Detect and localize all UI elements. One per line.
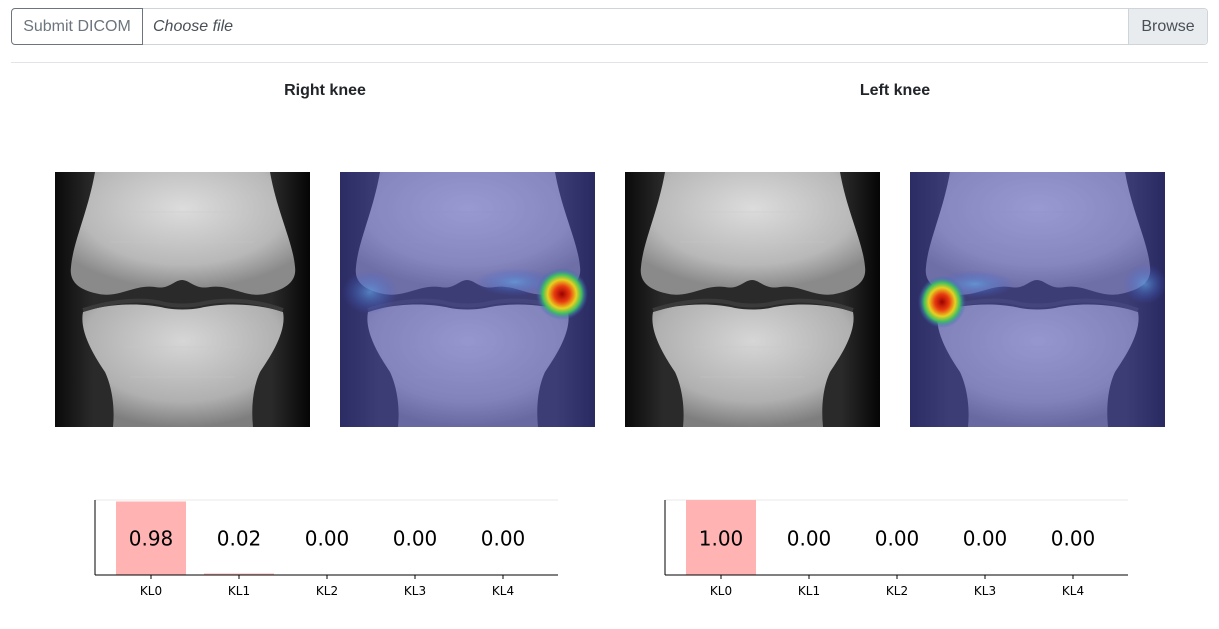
bar-value-label: 0.00	[875, 527, 920, 551]
bar-value-label: 0.00	[963, 527, 1008, 551]
dicom-upload-group: Submit DICOM Choose file Browse	[11, 8, 1208, 46]
file-input[interactable]: Choose file Browse	[143, 8, 1208, 45]
right-knee-kl-chart: 0.98 KL0 0.02 KL1 0.00 KL2 0.00 KL3 0.00 KL4	[85, 496, 565, 611]
file-input-placeholder: Choose file	[153, 17, 234, 35]
right-knee-kl-chart-svg: 0.98 KL0 0.02 KL1 0.00 KL2 0.00 KL3 0.00 KL4	[94, 499, 558, 598]
x-tick-label: KL2	[316, 584, 338, 598]
x-tick-label: KL3	[974, 584, 996, 598]
bar-value-label: 1.00	[699, 527, 744, 551]
bar-value-label: 0.00	[305, 527, 350, 551]
bar-kl1	[204, 573, 274, 575]
x-tick-label: KL0	[140, 584, 162, 598]
left-knee-title: Left knee	[859, 82, 931, 99]
x-tick-label: KL1	[798, 584, 820, 598]
browse-button[interactable]: Browse	[1128, 9, 1207, 44]
left-knee-heatmap-image	[910, 172, 1165, 427]
right-knee-xray-image	[55, 172, 310, 427]
left-knee-xray-image	[625, 172, 880, 427]
right-knee-heatmap-image	[340, 172, 595, 427]
submit-dicom-button[interactable]: Submit DICOM	[11, 8, 143, 45]
x-tick-label: KL4	[492, 584, 514, 598]
x-tick-label: KL1	[228, 584, 250, 598]
bar-value-label: 0.98	[129, 527, 174, 551]
left-knee-kl-chart: 1.00 KL0 0.00 KL1 0.00 KL2 0.00 KL3 0.00 KL4	[655, 496, 1135, 611]
bar-value-label: 0.00	[393, 527, 438, 551]
bar-kl0	[686, 500, 756, 575]
bar-kl0	[116, 501, 186, 575]
left-knee-kl-chart-svg: 1.00 KL0 0.00 KL1 0.00 KL2 0.00 KL3 0.00 KL4	[664, 499, 1128, 598]
bar-value-label: 0.00	[481, 527, 526, 551]
x-tick-label: KL3	[404, 584, 426, 598]
bar-value-label: 0.00	[787, 527, 832, 551]
bar-value-label: 0.02	[217, 527, 262, 551]
bar-value-label: 0.00	[1051, 527, 1096, 551]
x-tick-label: KL0	[710, 584, 732, 598]
divider	[11, 62, 1208, 63]
x-tick-label: KL4	[1062, 584, 1084, 598]
x-tick-label: KL2	[886, 584, 908, 598]
right-knee-title: Right knee	[284, 82, 366, 99]
